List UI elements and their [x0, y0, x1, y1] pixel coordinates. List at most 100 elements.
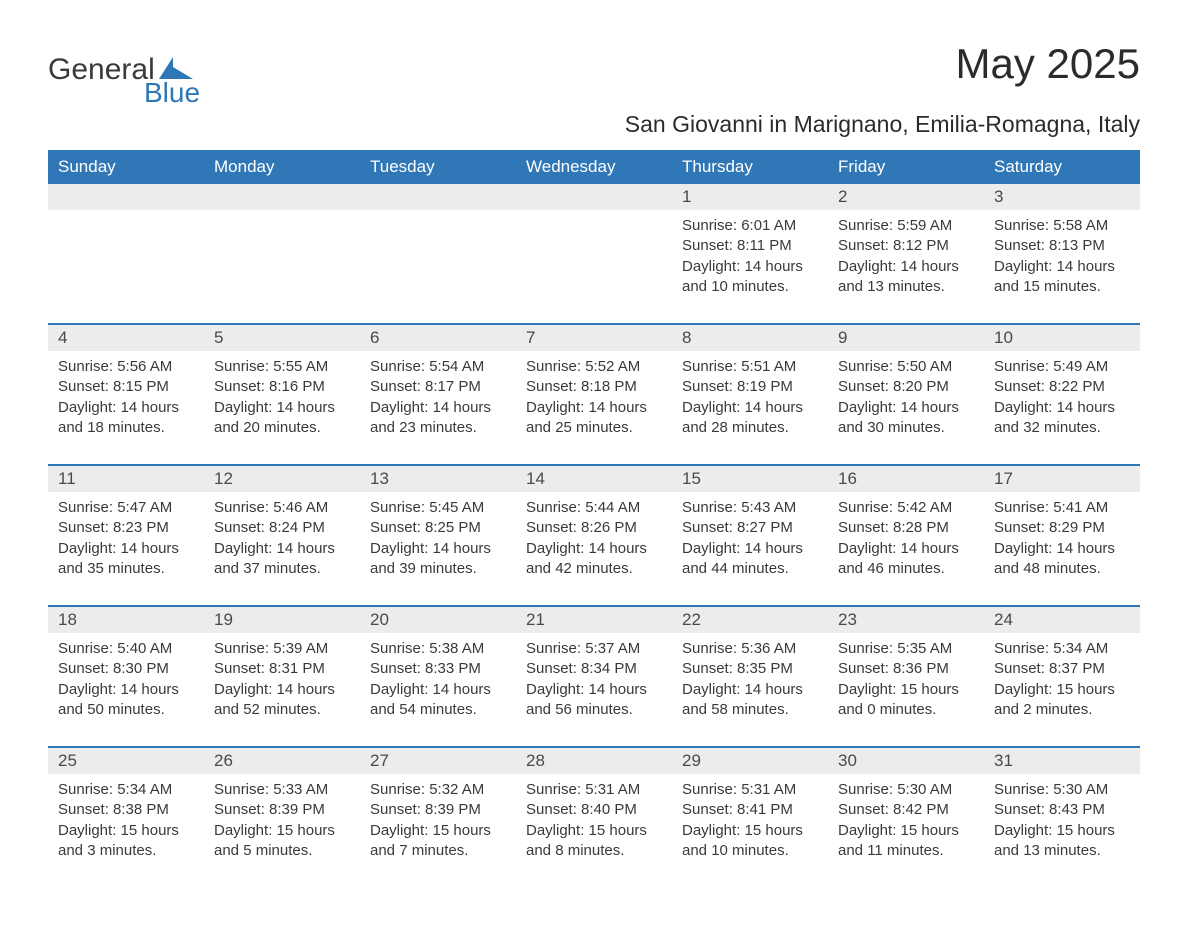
day-number [516, 184, 672, 210]
day-cell: Sunrise: 5:44 AMSunset: 8:26 PMDaylight:… [516, 492, 672, 605]
sunset-text: Sunset: 8:43 PM [994, 800, 1130, 820]
sunset-text: Sunset: 8:38 PM [58, 800, 194, 820]
day-cell: Sunrise: 5:42 AMSunset: 8:28 PMDaylight:… [828, 492, 984, 605]
sunrise-text: Sunrise: 6:01 AM [682, 216, 818, 236]
calendar: SundayMondayTuesdayWednesdayThursdayFrid… [48, 150, 1140, 887]
sunset-text: Sunset: 8:39 PM [214, 800, 350, 820]
sunrise-text: Sunrise: 5:52 AM [526, 357, 662, 377]
day-cell: Sunrise: 5:52 AMSunset: 8:18 PMDaylight:… [516, 351, 672, 464]
day-cell [360, 210, 516, 323]
sunrise-text: Sunrise: 5:32 AM [370, 780, 506, 800]
day-cell: Sunrise: 5:35 AMSunset: 8:36 PMDaylight:… [828, 633, 984, 746]
daylight-text: Daylight: 14 hours and 15 minutes. [994, 257, 1130, 298]
daylight-text: Daylight: 15 hours and 13 minutes. [994, 821, 1130, 862]
day-cell: Sunrise: 5:41 AMSunset: 8:29 PMDaylight:… [984, 492, 1140, 605]
daylight-text: Daylight: 15 hours and 5 minutes. [214, 821, 350, 862]
daylight-text: Daylight: 14 hours and 44 minutes. [682, 539, 818, 580]
day-number: 28 [516, 748, 672, 774]
day-cell: Sunrise: 5:45 AMSunset: 8:25 PMDaylight:… [360, 492, 516, 605]
daylight-text: Daylight: 15 hours and 0 minutes. [838, 680, 974, 721]
sunset-text: Sunset: 8:15 PM [58, 377, 194, 397]
day-cell [204, 210, 360, 323]
day-cell [516, 210, 672, 323]
day-cell: Sunrise: 5:36 AMSunset: 8:35 PMDaylight:… [672, 633, 828, 746]
day-number [48, 184, 204, 210]
daynum-row: 11121314151617 [48, 466, 1140, 492]
day-number: 21 [516, 607, 672, 633]
day-number: 17 [984, 466, 1140, 492]
sunrise-text: Sunrise: 5:58 AM [994, 216, 1130, 236]
day-cell: Sunrise: 5:32 AMSunset: 8:39 PMDaylight:… [360, 774, 516, 887]
day-number: 18 [48, 607, 204, 633]
day-number: 6 [360, 325, 516, 351]
day-number: 14 [516, 466, 672, 492]
daylight-text: Daylight: 14 hours and 54 minutes. [370, 680, 506, 721]
weekday-header: Monday [204, 150, 360, 184]
day-number: 8 [672, 325, 828, 351]
sunset-text: Sunset: 8:19 PM [682, 377, 818, 397]
weekday-header: Friday [828, 150, 984, 184]
day-number: 1 [672, 184, 828, 210]
daylight-text: Daylight: 14 hours and 39 minutes. [370, 539, 506, 580]
calendar-week: 11121314151617Sunrise: 5:47 AMSunset: 8:… [48, 464, 1140, 605]
day-cell: Sunrise: 5:31 AMSunset: 8:41 PMDaylight:… [672, 774, 828, 887]
sunset-text: Sunset: 8:27 PM [682, 518, 818, 538]
sunset-text: Sunset: 8:25 PM [370, 518, 506, 538]
daylight-text: Daylight: 15 hours and 3 minutes. [58, 821, 194, 862]
sunrise-text: Sunrise: 5:31 AM [526, 780, 662, 800]
day-number: 13 [360, 466, 516, 492]
sunrise-text: Sunrise: 5:45 AM [370, 498, 506, 518]
sunset-text: Sunset: 8:41 PM [682, 800, 818, 820]
daylight-text: Daylight: 14 hours and 52 minutes. [214, 680, 350, 721]
weekday-header: Wednesday [516, 150, 672, 184]
sunrise-text: Sunrise: 5:33 AM [214, 780, 350, 800]
sunrise-text: Sunrise: 5:37 AM [526, 639, 662, 659]
sunset-text: Sunset: 8:28 PM [838, 518, 974, 538]
daylight-text: Daylight: 14 hours and 56 minutes. [526, 680, 662, 721]
day-number: 7 [516, 325, 672, 351]
sunset-text: Sunset: 8:33 PM [370, 659, 506, 679]
day-cell: Sunrise: 5:55 AMSunset: 8:16 PMDaylight:… [204, 351, 360, 464]
day-cell: Sunrise: 5:37 AMSunset: 8:34 PMDaylight:… [516, 633, 672, 746]
sunrise-text: Sunrise: 5:51 AM [682, 357, 818, 377]
day-number: 26 [204, 748, 360, 774]
sunrise-text: Sunrise: 5:55 AM [214, 357, 350, 377]
daylight-text: Daylight: 14 hours and 18 minutes. [58, 398, 194, 439]
sunrise-text: Sunrise: 5:34 AM [994, 639, 1130, 659]
sunrise-text: Sunrise: 5:39 AM [214, 639, 350, 659]
sunset-text: Sunset: 8:37 PM [994, 659, 1130, 679]
day-number: 24 [984, 607, 1140, 633]
day-number: 10 [984, 325, 1140, 351]
sunrise-text: Sunrise: 5:44 AM [526, 498, 662, 518]
sunset-text: Sunset: 8:20 PM [838, 377, 974, 397]
day-cell [48, 210, 204, 323]
calendar-week: 123Sunrise: 6:01 AMSunset: 8:11 PMDaylig… [48, 184, 1140, 323]
sunset-text: Sunset: 8:29 PM [994, 518, 1130, 538]
daynum-row: 123 [48, 184, 1140, 210]
daylight-text: Daylight: 15 hours and 10 minutes. [682, 821, 818, 862]
daylight-text: Daylight: 14 hours and 46 minutes. [838, 539, 974, 580]
sunset-text: Sunset: 8:35 PM [682, 659, 818, 679]
daylight-text: Daylight: 14 hours and 10 minutes. [682, 257, 818, 298]
sunset-text: Sunset: 8:31 PM [214, 659, 350, 679]
day-number: 16 [828, 466, 984, 492]
sunrise-text: Sunrise: 5:59 AM [838, 216, 974, 236]
sunset-text: Sunset: 8:17 PM [370, 377, 506, 397]
sunrise-text: Sunrise: 5:43 AM [682, 498, 818, 518]
sunset-text: Sunset: 8:16 PM [214, 377, 350, 397]
brand-logo: General Blue [48, 40, 200, 107]
sunset-text: Sunset: 8:11 PM [682, 236, 818, 256]
day-cell: Sunrise: 5:47 AMSunset: 8:23 PMDaylight:… [48, 492, 204, 605]
day-number: 12 [204, 466, 360, 492]
sunset-text: Sunset: 8:22 PM [994, 377, 1130, 397]
daylight-text: Daylight: 14 hours and 42 minutes. [526, 539, 662, 580]
daylight-text: Daylight: 14 hours and 58 minutes. [682, 680, 818, 721]
sunset-text: Sunset: 8:26 PM [526, 518, 662, 538]
sunrise-text: Sunrise: 5:38 AM [370, 639, 506, 659]
logo-text-bottom: Blue [48, 79, 200, 107]
sunset-text: Sunset: 8:23 PM [58, 518, 194, 538]
sunrise-text: Sunrise: 5:40 AM [58, 639, 194, 659]
day-number: 23 [828, 607, 984, 633]
daylight-text: Daylight: 14 hours and 13 minutes. [838, 257, 974, 298]
day-cell: Sunrise: 5:51 AMSunset: 8:19 PMDaylight:… [672, 351, 828, 464]
